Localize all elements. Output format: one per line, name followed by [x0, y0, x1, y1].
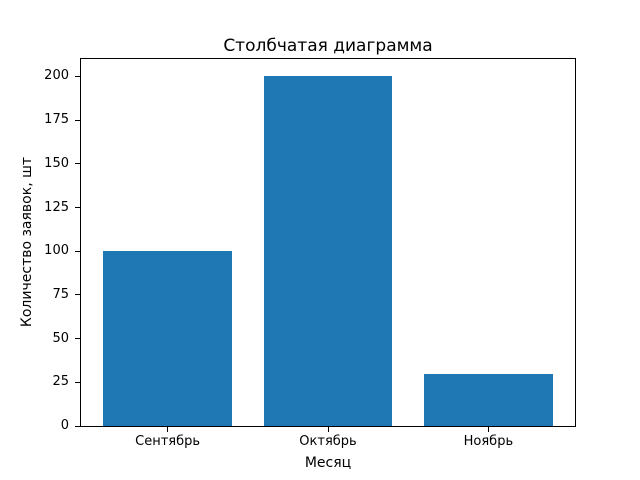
y-tick-label: 25 — [52, 374, 69, 390]
y-tick-mark — [75, 294, 80, 296]
bar — [263, 76, 393, 426]
bar — [103, 251, 232, 426]
y-tick-mark — [75, 381, 80, 383]
y-tick-label: 150 — [44, 155, 69, 171]
y-tick-mark — [75, 163, 80, 165]
x-tick-mark — [487, 427, 489, 432]
y-tick-label: 175 — [44, 112, 69, 128]
y-tick-label: 50 — [52, 330, 69, 346]
x-tick-mark — [327, 427, 329, 432]
y-tick-label: 100 — [44, 243, 69, 259]
plot-area: Сентябрь Октябрь Ноябрь 0 25 50 75 100 125 150 175… — [44, 58, 576, 449]
x-tick-label: Октябрь — [299, 434, 357, 449]
chart-title: Столбчатая диаграмма — [223, 36, 433, 56]
x-axis-label: Месяц — [304, 455, 352, 471]
y-tick-mark — [75, 207, 80, 209]
y-tick-mark — [75, 425, 80, 427]
y-tick-label: 75 — [52, 286, 69, 302]
y-tick-label: 0 — [60, 418, 69, 433]
y-tick-label: 125 — [44, 199, 69, 215]
y-tick-mark — [75, 119, 80, 121]
y-tick-mark — [75, 75, 80, 77]
y-tick-label: 200 — [44, 68, 69, 84]
x-tick-label: Ноябрь — [463, 434, 514, 449]
y-tick-mark — [75, 250, 80, 252]
x-tick-mark — [167, 427, 169, 432]
y-tick-mark — [75, 338, 80, 340]
bar — [424, 373, 553, 426]
x-tick-label: Сентябрь — [135, 434, 201, 449]
